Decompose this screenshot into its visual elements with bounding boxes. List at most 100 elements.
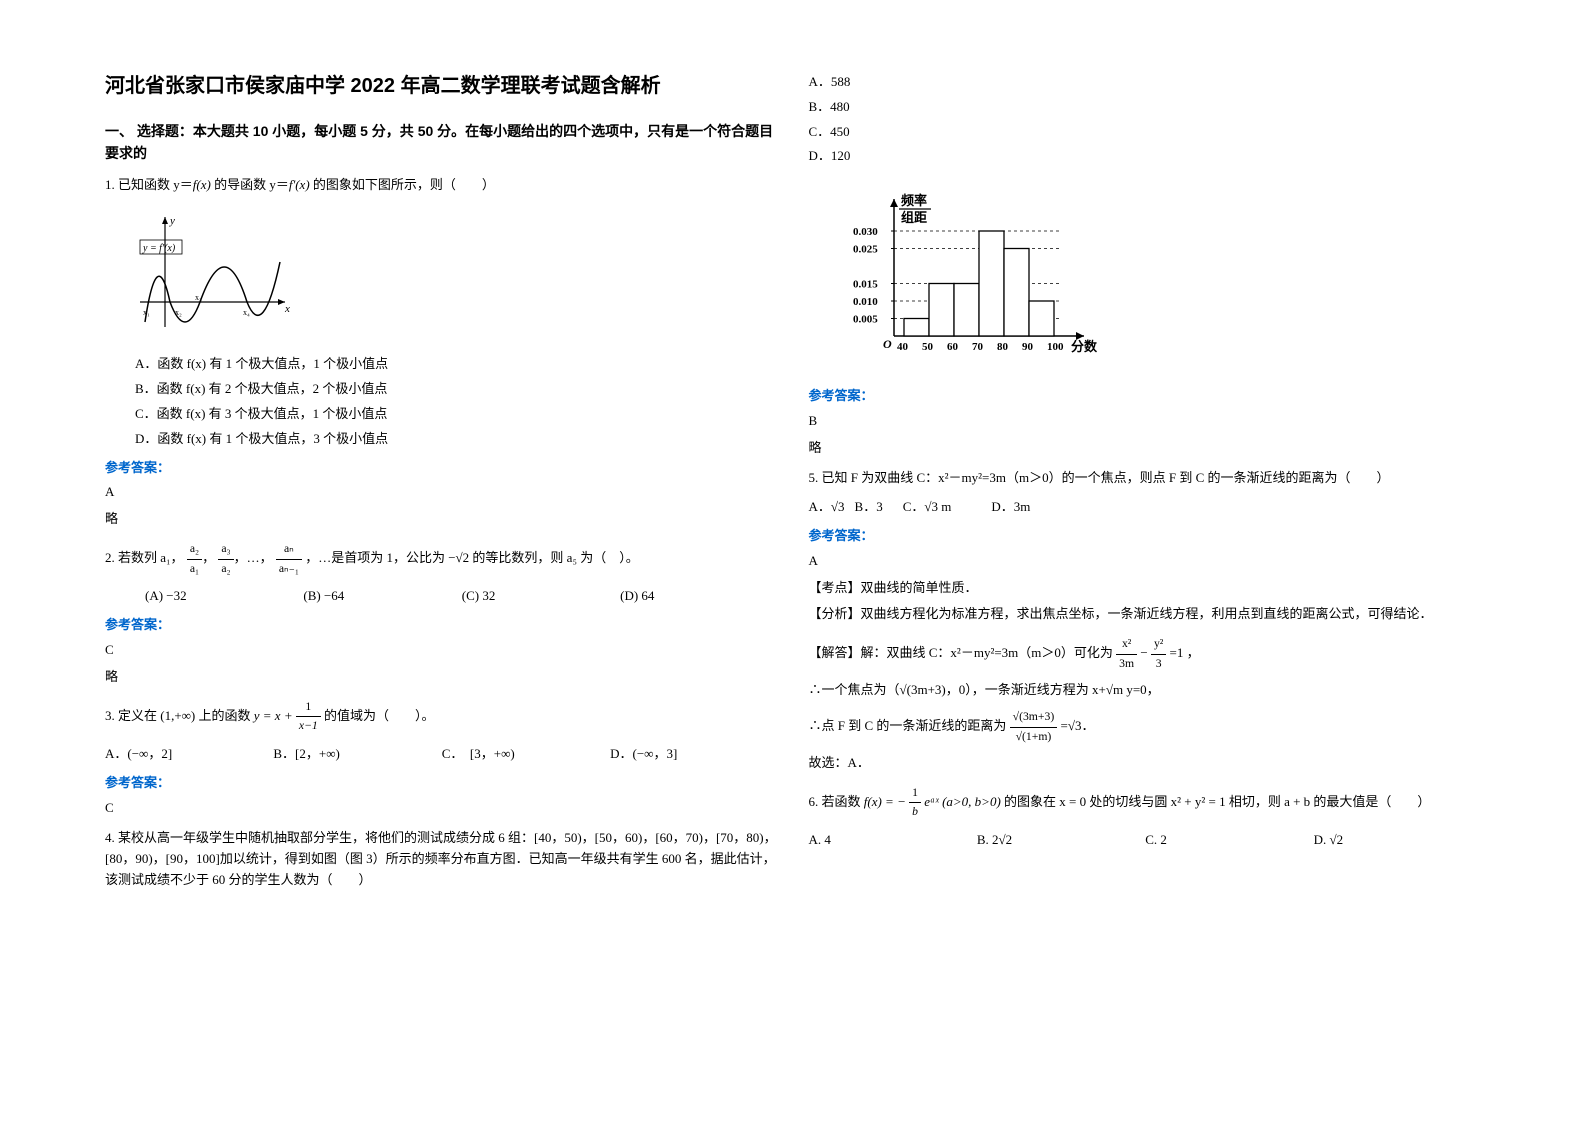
q2-f1n: a₂	[187, 540, 202, 560]
q2-option-c: (C) 32	[462, 586, 620, 607]
q5-jd-f2d: 3	[1151, 655, 1166, 674]
svg-text:O: O	[883, 337, 892, 351]
q2-f3d: aₙ₋₁	[276, 560, 302, 579]
hist-ylabel1: 频率	[901, 193, 927, 208]
q6-option-c: C. 2	[1145, 830, 1313, 851]
q6-option-b: B. 2√2	[977, 830, 1145, 851]
svg-text:0.010: 0.010	[853, 296, 878, 308]
svg-text:y: y	[169, 215, 175, 227]
q2-brief: 略	[105, 667, 779, 688]
q6-fx-pre: f(x) = −	[864, 794, 906, 809]
svg-text:70: 70	[972, 341, 984, 353]
q5-kaodian: 【考点】双曲线的简单性质．	[809, 578, 1483, 599]
q6-option-d: D. √2	[1314, 830, 1482, 851]
q1-option-a: A．函数 f(x) 有 1 个极大值点，1 个极小值点	[135, 354, 779, 375]
q4-option-d: D．120	[809, 146, 1483, 167]
q6-stem-pre: 6. 若函数	[809, 794, 864, 809]
q5-jd-f1n: x²	[1116, 635, 1137, 655]
q1-brief: 略	[105, 509, 779, 530]
q5-option-d: D．3m	[991, 497, 1030, 518]
q5-answer-label: 参考答案：	[809, 526, 1483, 547]
q5-jd-f1d: 3m	[1116, 655, 1137, 674]
q5-fx-label: 【分析】	[809, 606, 861, 621]
q1-option-d: D．函数 f(x) 有 1 个极大值点，3 个极小值点	[135, 429, 779, 450]
q5-jd-pre: 解：双曲线 C：x²－my²=3m（m＞0）可化为	[861, 645, 1117, 660]
q5-jd-dash: −	[1140, 645, 1147, 660]
graph-label: y = f'(x)	[142, 243, 176, 254]
svg-text:40: 40	[897, 341, 909, 353]
q1-answer-label: 参考答案：	[105, 458, 779, 479]
q5-jd-eq: =1 ，	[1170, 645, 1200, 660]
q5-jd-line2: ∴一个焦点为（√(3m+3)，0），一条渐近线方程为 x+√m y=0，	[809, 680, 1483, 701]
q4-option-c: C．450	[809, 122, 1483, 143]
question-3: 3. 定义在 (1,+∞) 上的函数 y = x + 1x−1 的值域为（ ）。	[105, 698, 779, 736]
svg-text:x₁: x₁	[143, 308, 150, 317]
q5-jiedai: 【解答】解：双曲线 C：x²－my²=3m（m＞0）可化为 x²3m − y²3…	[809, 635, 1483, 673]
q6-stem-mid: 的图象在 x = 0 处的切线与圆 x² + y² = 1 相切，则 a + b…	[1004, 794, 1430, 809]
section-1-header: 一、 选择题：本大题共 10 小题，每小题 5 分，共 50 分。在每小题给出的…	[105, 120, 779, 165]
q4-option-b: B．480	[809, 97, 1483, 118]
q2-f2n: a₃	[218, 540, 233, 560]
svg-text:x: x	[284, 303, 290, 315]
q5-jd-label: 【解答】	[809, 645, 861, 660]
q3-frac-d: x−1	[296, 717, 321, 736]
q5-answer: A	[809, 551, 1483, 572]
q1-option-b: B．函数 f(x) 有 2 个极大值点，2 个极小值点	[135, 379, 779, 400]
svg-text:0.005: 0.005	[853, 314, 878, 326]
q5-jd3-pre: ∴点 F 到 C 的一条渐近线的距离为	[809, 719, 1010, 734]
q4-brief: 略	[809, 438, 1483, 459]
q5-jd-line4: 故选：A．	[809, 753, 1483, 774]
q3-option-c: C． [3，+∞)	[442, 744, 610, 765]
svg-text:0.030: 0.030	[853, 226, 878, 238]
question-6: 6. 若函数 f(x) = − 1b eᵃˣ (a>0, b>0) 的图象在 x…	[809, 784, 1483, 822]
q2-answer-label: 参考答案：	[105, 615, 779, 636]
q3-answer: C	[105, 798, 779, 819]
q3-option-b: B．[2，+∞)	[273, 744, 441, 765]
q2-option-d: (D) 64	[620, 586, 778, 607]
histogram-chart: 频率 组距 O 0.0050.0100.0150.0250.030 405060…	[849, 191, 1109, 361]
q3-answer-label: 参考答案：	[105, 773, 779, 794]
svg-text:0.025: 0.025	[853, 244, 878, 256]
question-4-stem-part1: 4. 某校从高一年级学生中随机抽取部分学生，将他们的测试成绩分成 6 组：[40…	[105, 828, 779, 890]
q1-stem-prefix: 1. 已知函数 y＝	[105, 177, 193, 192]
q5-jd3-post: =√3．	[1060, 719, 1094, 734]
q5-option-a: A．√3	[809, 497, 845, 518]
q2-f2d: a₂	[218, 560, 233, 579]
q2-stem: 2. 若数列 a₁，	[105, 550, 184, 565]
q5-jd-f3d: √(1+m)	[1010, 728, 1058, 747]
q3-stem-post: 的值域为（ ）。	[324, 708, 435, 723]
svg-text:x₃: x₃	[195, 293, 202, 302]
q3-stem-pre: 3. 定义在 (1,+∞) 上的函数	[105, 708, 254, 723]
svg-text:50: 50	[922, 341, 934, 353]
q5-option-b: B．3	[855, 497, 883, 518]
svg-text:60: 60	[947, 341, 959, 353]
derivative-graph: x y x₁ x₂ x₃ x₄ y = f'(x)	[135, 212, 295, 332]
q6-fx-f1n: 1	[909, 784, 921, 804]
q1-stem-suffix: 的图象如下图所示，则（ ）	[310, 177, 495, 192]
q5-jd-line3: ∴点 F 到 C 的一条渐近线的距离为 √(3m+3)√(1+m) =√3．	[809, 708, 1483, 746]
hist-xticks: 405060708090100	[897, 341, 1064, 353]
svg-text:80: 80	[997, 341, 1009, 353]
svg-text:0.015: 0.015	[853, 279, 878, 291]
q5-fenxi: 【分析】双曲线方程化为标准方程，求出焦点坐标，一条渐近线方程，利用点到直线的距离…	[809, 604, 1483, 625]
q4-answer-label: 参考答案：	[809, 386, 1483, 407]
q5-jd-f3n: √(3m+3)	[1010, 708, 1058, 728]
q1-option-c: C．函数 f(x) 有 3 个极大值点，1 个极小值点	[135, 404, 779, 425]
q1-stem-mid: 的导函数 y＝	[211, 177, 289, 192]
q3-option-a: A．(−∞，2]	[105, 744, 273, 765]
q5-kp-label: 【考点】	[809, 580, 861, 595]
q3-option-d: D．(−∞，3]	[610, 744, 778, 765]
q6-option-a: A. 4	[809, 830, 977, 851]
q2-option-a: (A) −32	[145, 586, 303, 607]
q1-answer: A	[105, 482, 779, 503]
q6-fx-post: eᵃˣ (a>0, b>0)	[924, 794, 1001, 809]
q5-jd-f2n: y²	[1151, 635, 1166, 655]
q5-kp-text: 双曲线的简单性质．	[861, 580, 978, 595]
q4-option-a: A．588	[809, 72, 1483, 93]
svg-text:90: 90	[1022, 341, 1034, 353]
q2-answer: C	[105, 640, 779, 661]
svg-text:x₄: x₄	[243, 308, 250, 317]
q5-option-c: C．√3 m	[903, 497, 952, 518]
q2-seq-desc: ，…是首项为 1，公比为 −√2 的等比数列，则 a₅ 为（ ）。	[305, 550, 639, 565]
q5-fx-text: 双曲线方程化为标准方程，求出焦点坐标，一条渐近线方程，利用点到直线的距离公式，可…	[861, 606, 1433, 621]
